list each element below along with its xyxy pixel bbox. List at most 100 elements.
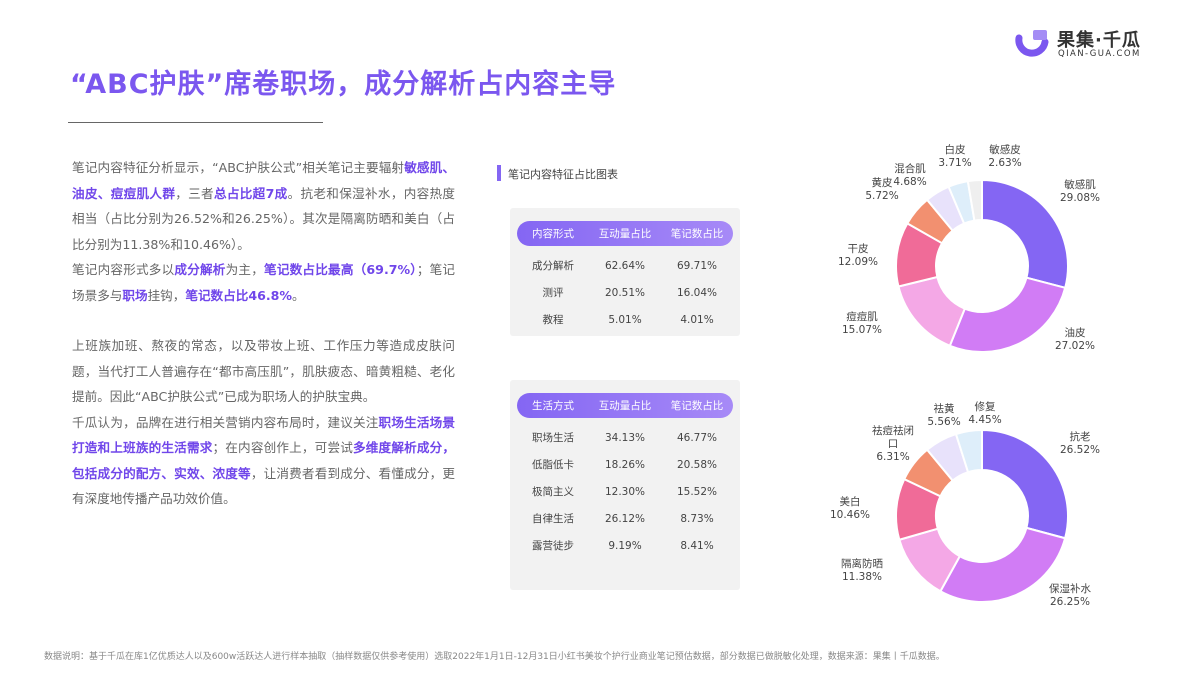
slice-value-label: 10.46% [830, 509, 870, 521]
table-cell: 15.52% [676, 485, 718, 498]
donut-slice [981, 178, 1069, 290]
data-note: 数据说明：基于千瓜在库1亿优质达人以及600w活跃达人进行样本抽取（抽样数据仅供… [44, 652, 945, 662]
table-cell: 26.12% [604, 512, 646, 525]
text-segment: 。 [292, 287, 305, 303]
column-header: 互动量占比 [598, 228, 652, 240]
table-cell: 8.41% [680, 539, 714, 552]
donut-slice [948, 276, 1067, 353]
donut-slice [897, 275, 967, 348]
slice-label: 祛黄 [934, 402, 955, 415]
slice-value-label: 4.68% [893, 176, 926, 188]
highlight-text: 笔记数占比46.8% [185, 287, 293, 303]
text-segment: 挂钩， [147, 287, 186, 303]
paragraph: 笔记内容特征分析显示，“ABC护肤公式”相关笔记主要辐射敏感肌、油皮、痘痘肌人群… [72, 155, 455, 257]
text-segment: 上班族加班、熬夜的常态，以及带妆上班、工作压力等造成皮肤问题，当代打工人普遍存在… [72, 338, 455, 404]
text-segment: 千瓜认为，品牌在进行相关营销内容布局时，建议关注 [72, 414, 379, 430]
donut-slice [939, 526, 1067, 603]
table-cell: 教程 [542, 314, 564, 326]
logo: 果集·千瓜 QIAN-GUA.COM [1015, 24, 1165, 64]
table-cell: 20.58% [676, 458, 718, 471]
table-cell: 69.71% [676, 259, 718, 272]
table-cell: 8.73% [680, 512, 714, 525]
table-cell: 成分解析 [532, 260, 574, 272]
table-cell: 自律生活 [532, 513, 574, 525]
table-cell: 12.30% [604, 485, 646, 498]
highlight-text: 职场生活场景打造和上班族的生活需求 [72, 414, 456, 456]
page-title: “ABC护肤”席卷职场，成分解析占内容主导 [70, 69, 617, 100]
table-row: 教程 5.01% 4.01% [517, 306, 733, 333]
table-cell: 16.04% [676, 286, 718, 299]
table-cell: 46.77% [676, 431, 718, 444]
paragraph: 千瓜认为，品牌在进行相关营销内容布局时，建议关注职场生活场景打造和上班族的生活需… [72, 410, 455, 512]
slice-label: 祛痘祛闭 [872, 424, 914, 437]
table-cell: 极简主义 [532, 486, 574, 498]
slice-label: 白皮 [945, 143, 966, 156]
logo-name: 果集·千瓜 [1057, 30, 1141, 51]
table-cell: 低脂低卡 [532, 459, 574, 471]
table-row: 露营徒步 9.19% 8.41% [517, 532, 733, 559]
slice-value-label: 3.71% [938, 157, 971, 169]
table-cell: 测评 [542, 287, 564, 299]
table-row: 极简主义 12.30% 15.52% [517, 478, 733, 505]
table-cell: 5.01% [608, 313, 642, 326]
column-header: 内容形式 [532, 228, 574, 240]
text-segment: ，三者 [175, 185, 214, 201]
slice-value-label: 15.07% [842, 324, 882, 336]
slice-value-label: 26.25% [1050, 596, 1090, 608]
text-segment: 。抗老和保湿补水，内容热度相当（占比分别为26.52%和26.25%）。其次是隔… [72, 185, 456, 252]
table-cell: 职场生活 [532, 432, 574, 444]
section-marker [497, 165, 501, 181]
highlight-text: 职场 [122, 287, 148, 303]
content-form-table: 内容形式 互动量占比 笔记数占比成分解析 62.64% 69.71% 测评 20.51% 16… [510, 208, 740, 336]
table-row: 自律生活 26.12% 8.73% [517, 505, 733, 532]
title-divider [68, 122, 323, 123]
lifestyle-table: 生活方式 互动量占比 笔记数占比职场生活 34.13% 46.77% 低脂低卡 18.26%… [510, 380, 740, 590]
section-title: 笔记内容特征占比图表 [508, 168, 618, 181]
paragraph: 笔记内容形式多以成分解析为主，笔记数占比最高（69.7%）；笔记场景多与职场挂钩… [72, 257, 455, 308]
table-cell: 4.01% [680, 313, 714, 326]
logo-url: QIAN-GUA.COM [1058, 49, 1141, 59]
slice-value-label: 27.02% [1055, 340, 1095, 352]
paragraph: 上班族加班、熬夜的常态，以及带妆上班、工作压力等造成皮肤问题，当代打工人普遍存在… [72, 333, 455, 410]
table-header: 生活方式 互动量占比 笔记数占比 [517, 393, 733, 418]
highlight-text: 笔记数占比最高（69.7%） [264, 262, 417, 277]
column-header: 生活方式 [532, 400, 574, 412]
slice-label: 混合肌 [894, 162, 926, 175]
column-header: 笔记数占比 [670, 228, 724, 240]
table-cell: 20.51% [604, 286, 646, 299]
slice-label: 修复 [975, 400, 996, 413]
highlight-text: 敏感肌、油皮、痘痘肌人群 [72, 160, 455, 201]
slice-value-label: 4.45% [968, 414, 1001, 426]
slice-label: 痘痘肌 [846, 310, 878, 323]
slice-label: 抗老 [1070, 430, 1091, 443]
slice-value-label: 6.31% [876, 451, 909, 463]
highlight-text: 多维度解析成分，包括成分的配方、实效、浓度等 [72, 440, 456, 481]
table-cell: 18.26% [604, 458, 646, 471]
slice-label: 保湿补水 [1049, 582, 1091, 595]
slice-label: 敏感肌 [1064, 178, 1096, 191]
slice-label: 美白 [840, 495, 861, 508]
text-segment: 笔记内容特征分析显示，“ABC护肤公式”相关笔记主要辐射 [72, 160, 405, 175]
slice-value-label: 26.52% [1060, 444, 1100, 456]
text-segment: ；在内容创作上，可尝试 [212, 440, 354, 455]
text-segment: 为主， [225, 262, 265, 277]
table-cell: 9.19% [608, 539, 642, 552]
column-header: 笔记数占比 [670, 400, 724, 412]
text-segment: 笔记内容形式多以 [72, 262, 175, 277]
text-segment: ；笔记场景多与 [72, 262, 456, 303]
slice-label: 口 [888, 438, 899, 450]
table-row: 职场生活 34.13% 46.77% [517, 424, 733, 451]
slice-label: 黄皮 [872, 176, 893, 189]
table-row: 低脂低卡 18.26% 20.58% [517, 451, 733, 478]
analysis-text: 笔记内容特征分析显示，“ABC护肤公式”相关笔记主要辐射敏感肌、油皮、痘痘肌人群… [72, 155, 455, 512]
highlight-text: 成分解析 [174, 262, 226, 277]
highlight-text: 总占比超7成 [213, 185, 288, 201]
logo-icon [1015, 30, 1049, 57]
slice-value-label: 5.72% [865, 190, 898, 202]
slice-value-label: 2.63% [988, 157, 1021, 169]
table-row: 成分解析 62.64% 69.71% [517, 252, 733, 279]
slice-label: 敏感皮 [989, 143, 1021, 156]
table-cell: 34.13% [604, 431, 646, 444]
donut-slice [981, 428, 1069, 540]
